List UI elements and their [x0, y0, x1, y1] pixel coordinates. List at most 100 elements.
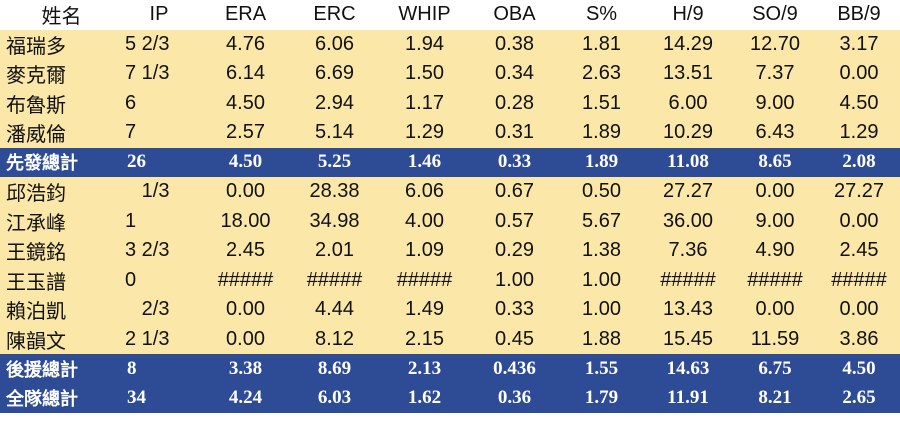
stat-cell: #####	[379, 265, 470, 295]
total-row: 全隊總計 34 4.24 6.03 1.62 0.36 1.79 11.91 8.21 2.65	[0, 383, 900, 413]
stat-cell: 2 1/3	[117, 324, 201, 354]
stat-cell: 0.33	[470, 295, 559, 325]
stat-cell: #####	[201, 265, 290, 295]
stat-cell: 1.29	[379, 118, 470, 148]
header-cell: SO/9	[732, 0, 818, 30]
stat-cell: 7.37	[732, 59, 818, 89]
player-row: 布魯斯 6 4.50 2.94 1.17 0.28 1.51 6.00 9.00 4.50	[0, 88, 900, 118]
name-cell: 陳韻文	[0, 324, 117, 354]
stat-cell: #####	[818, 265, 900, 295]
stat-cell: 0	[117, 265, 201, 295]
stat-cell: 7.36	[644, 236, 732, 266]
stat-cell: 1.46	[379, 147, 470, 177]
stat-cell: 14.29	[644, 29, 732, 59]
stat-cell: 11.08	[644, 147, 732, 177]
stat-cell: 0.28	[470, 88, 559, 118]
stat-cell: 2.13	[379, 354, 470, 384]
stat-cell: 1.00	[559, 295, 644, 325]
stat-cell: 0.00	[201, 177, 290, 207]
stat-cell: 1.09	[379, 236, 470, 266]
stat-cell: 2.57	[201, 118, 290, 148]
player-row: 邱浩鈞 1/3 0.00 28.38 6.06 0.67 0.50 27.27 0.00 27.…	[0, 177, 900, 207]
stat-cell: 0.50	[559, 177, 644, 207]
name-cell: 全隊總計	[0, 383, 117, 413]
stat-cell: 7	[117, 118, 201, 148]
stat-cell: 0.00	[818, 295, 900, 325]
stat-cell: 1.55	[559, 354, 644, 384]
stat-cell: 27.27	[644, 177, 732, 207]
name-cell: 先發總計	[0, 147, 117, 177]
stat-cell: 0.34	[470, 59, 559, 89]
stat-cell: 5.14	[290, 118, 379, 148]
name-cell: 麥克爾	[0, 59, 117, 89]
stat-cell: 6.43	[732, 118, 818, 148]
stat-cell: 3 2/3	[117, 236, 201, 266]
stat-cell: 0.45	[470, 324, 559, 354]
stat-cell: 0.36	[470, 383, 559, 413]
stat-cell: #####	[290, 265, 379, 295]
name-cell: 邱浩鈞	[0, 177, 117, 207]
stat-cell: 11.91	[644, 383, 732, 413]
stat-cell: 11.59	[732, 324, 818, 354]
stat-cell: 34.98	[290, 206, 379, 236]
player-row: 福瑞多 5 2/3 4.76 6.06 1.94 0.38 1.81 14.29 12.70 3.…	[0, 29, 900, 59]
stat-cell: 27.27	[818, 177, 900, 207]
stat-cell: 1.29	[818, 118, 900, 148]
stat-cell: 8	[117, 354, 201, 384]
stat-cell: 13.51	[644, 59, 732, 89]
stat-cell: 2.08	[818, 147, 900, 177]
stat-cell: 15.45	[644, 324, 732, 354]
stat-cell: 14.63	[644, 354, 732, 384]
stat-cell: 0.00	[818, 59, 900, 89]
header-cell: ERC	[290, 0, 379, 30]
stat-cell: 4.00	[379, 206, 470, 236]
player-row: 潘威倫 7 2.57 5.14 1.29 0.31 1.89 10.29 6.43 1.29	[0, 118, 900, 148]
stat-cell: 10.29	[644, 118, 732, 148]
header-cell: 姓名	[0, 0, 117, 30]
stat-cell: 1.00	[470, 265, 559, 295]
player-row: 江承峰 1 18.00 34.98 4.00 0.57 5.67 36.00 9.00 0.00	[0, 206, 900, 236]
stat-cell: 8.21	[732, 383, 818, 413]
stat-cell: 2.45	[818, 236, 900, 266]
stat-cell: 2.15	[379, 324, 470, 354]
stat-cell: 0.67	[470, 177, 559, 207]
stat-cell: 26	[117, 147, 201, 177]
stat-cell: 0.00	[732, 177, 818, 207]
header-cell: ERA	[201, 0, 290, 30]
stat-cell: 2/3	[117, 295, 201, 325]
stat-cell: 5.25	[290, 147, 379, 177]
stat-cell: 7 1/3	[117, 59, 201, 89]
stat-cell: 0.33	[470, 147, 559, 177]
table-body: 姓名 IP ERA ERC WHIP OBA S% H/9 SO/9 BB/9 …	[0, 0, 900, 413]
stat-cell: 6.14	[201, 59, 290, 89]
stat-cell: 0.436	[470, 354, 559, 384]
player-row: 王鏡銘 3 2/3 2.45 2.01 1.09 0.29 1.38 7.36 4.90 2.45	[0, 236, 900, 266]
stat-cell: 8.65	[732, 147, 818, 177]
total-row: 先發總計 26 4.50 5.25 1.46 0.33 1.89 11.08 8.65 2.08	[0, 147, 900, 177]
stat-cell: 6.03	[290, 383, 379, 413]
stat-cell: 6.00	[644, 88, 732, 118]
stat-cell: 1.51	[559, 88, 644, 118]
stat-cell: 4.50	[201, 147, 290, 177]
header-cell: H/9	[644, 0, 732, 30]
stat-cell: 4.50	[818, 354, 900, 384]
stat-cell: 3.86	[818, 324, 900, 354]
stat-cell: 1/3	[117, 177, 201, 207]
stat-cell: 0.00	[818, 206, 900, 236]
name-cell: 福瑞多	[0, 29, 117, 59]
stat-cell: 1.38	[559, 236, 644, 266]
stat-cell: 2.94	[290, 88, 379, 118]
stat-cell: 6.69	[290, 59, 379, 89]
stat-cell: 28.38	[290, 177, 379, 207]
stat-cell: 5 2/3	[117, 29, 201, 59]
name-cell: 王鏡銘	[0, 236, 117, 266]
stat-cell: 1.89	[559, 147, 644, 177]
name-cell: 王玉譜	[0, 265, 117, 295]
name-cell: 布魯斯	[0, 88, 117, 118]
stat-cell: 8.69	[290, 354, 379, 384]
stat-cell: 4.90	[732, 236, 818, 266]
stat-cell: 18.00	[201, 206, 290, 236]
header-cell: IP	[117, 0, 201, 30]
stat-cell: 1.50	[379, 59, 470, 89]
player-row: 王玉譜 0 ##### ##### ##### 1.00 1.00 ##### ##### ###…	[0, 265, 900, 295]
